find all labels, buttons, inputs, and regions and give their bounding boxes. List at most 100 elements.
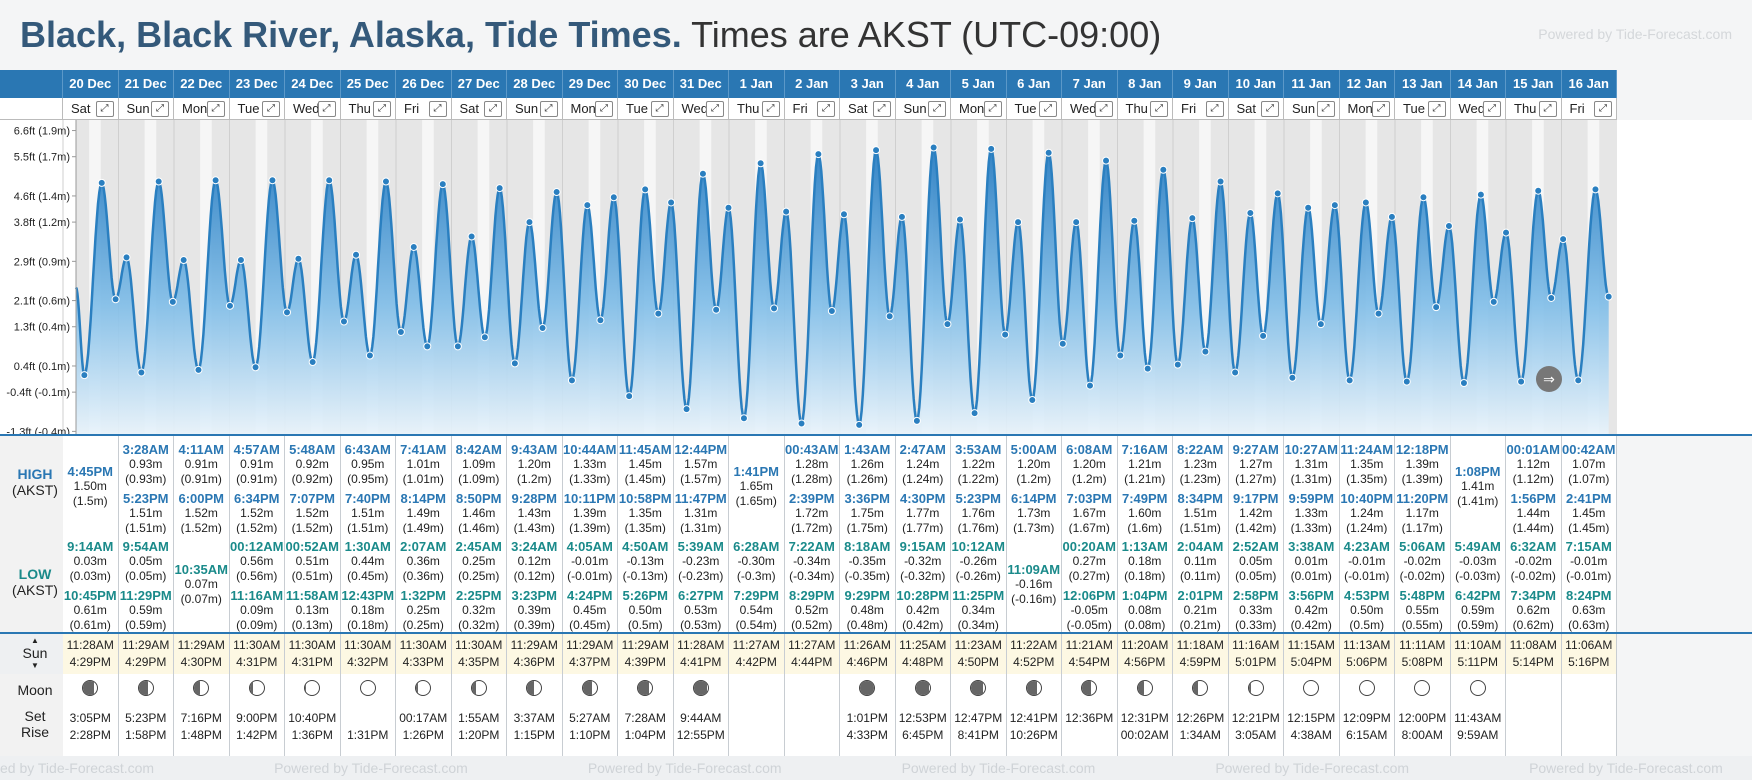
tide-point[interactable] bbox=[1534, 186, 1543, 195]
tide-point[interactable] bbox=[1102, 156, 1111, 165]
tide-point[interactable] bbox=[1476, 190, 1485, 199]
tide-point[interactable] bbox=[1547, 293, 1556, 302]
tide-point[interactable] bbox=[80, 371, 89, 380]
tide-point[interactable] bbox=[1188, 214, 1197, 223]
tide-point[interactable] bbox=[814, 150, 823, 159]
tide-point[interactable] bbox=[111, 295, 120, 304]
tide-point[interactable] bbox=[1072, 218, 1081, 227]
tide-point[interactable] bbox=[381, 177, 390, 186]
tide-point[interactable] bbox=[194, 365, 203, 374]
tide-point[interactable] bbox=[1044, 148, 1053, 157]
expand-icon[interactable]: ⤢ bbox=[373, 101, 391, 117]
expand-icon[interactable]: ⤢ bbox=[1205, 101, 1224, 117]
tide-point[interactable] bbox=[453, 342, 462, 351]
tide-point[interactable] bbox=[339, 317, 348, 326]
tide-point[interactable] bbox=[885, 312, 894, 321]
tide-point[interactable] bbox=[682, 405, 691, 414]
tide-point[interactable] bbox=[1559, 235, 1568, 244]
tide-point[interactable] bbox=[756, 159, 765, 168]
tide-point[interactable] bbox=[211, 176, 220, 185]
tide-point[interactable] bbox=[1304, 203, 1313, 212]
expand-icon[interactable]: ⤢ bbox=[206, 101, 225, 117]
tide-point[interactable] bbox=[739, 414, 748, 423]
scroll-right-handle[interactable]: ⇒ bbox=[1536, 366, 1562, 392]
tide-point[interactable] bbox=[1604, 292, 1613, 301]
expand-icon[interactable]: ⤢ bbox=[484, 101, 502, 117]
tide-point[interactable] bbox=[583, 201, 592, 210]
tide-point[interactable] bbox=[179, 256, 188, 265]
expand-icon[interactable]: ⤢ bbox=[1150, 101, 1168, 117]
tide-point[interactable] bbox=[1459, 378, 1468, 387]
tide-point[interactable] bbox=[912, 416, 921, 425]
tide-point[interactable] bbox=[1231, 368, 1240, 377]
tide-point[interactable] bbox=[1574, 376, 1583, 385]
tide-point[interactable] bbox=[782, 207, 791, 216]
tide-point[interactable] bbox=[154, 177, 163, 186]
tide-point[interactable] bbox=[1014, 218, 1023, 227]
tide-point[interactable] bbox=[1502, 228, 1511, 237]
tide-point[interactable] bbox=[1387, 212, 1396, 221]
tide-point[interactable] bbox=[1159, 165, 1168, 174]
tide-point[interactable] bbox=[1173, 360, 1182, 369]
tide-point[interactable] bbox=[510, 359, 519, 368]
tide-point[interactable] bbox=[538, 324, 547, 333]
tide-point[interactable] bbox=[1432, 303, 1441, 312]
tide-point[interactable] bbox=[438, 180, 447, 189]
tide-point[interactable] bbox=[1058, 339, 1067, 348]
expand-icon[interactable]: ⤢ bbox=[650, 101, 669, 117]
tide-point[interactable] bbox=[1419, 193, 1428, 202]
tide-point[interactable] bbox=[712, 305, 721, 314]
expand-icon[interactable]: ⤢ bbox=[1538, 101, 1557, 117]
tide-point[interactable] bbox=[1028, 395, 1037, 404]
expand-icon[interactable]: ⤢ bbox=[1483, 101, 1501, 117]
tide-point[interactable] bbox=[970, 409, 979, 418]
expand-icon[interactable]: ⤢ bbox=[872, 101, 891, 117]
tide-point[interactable] bbox=[480, 333, 489, 342]
expand-icon[interactable]: ⤢ bbox=[1427, 101, 1446, 117]
tide-point[interactable] bbox=[1361, 198, 1370, 207]
tide-point[interactable] bbox=[897, 212, 906, 221]
tide-point[interactable] bbox=[872, 146, 881, 155]
tide-point[interactable] bbox=[797, 419, 806, 428]
expand-icon[interactable]: ⤢ bbox=[1316, 101, 1335, 117]
tide-point[interactable] bbox=[1402, 377, 1411, 386]
tide-point[interactable] bbox=[929, 143, 938, 152]
tide-point[interactable] bbox=[1130, 216, 1139, 225]
tide-point[interactable] bbox=[409, 242, 418, 251]
tide-point[interactable] bbox=[225, 301, 234, 310]
tide-point[interactable] bbox=[236, 256, 245, 265]
expand-icon[interactable]: ⤢ bbox=[95, 101, 114, 117]
tide-point[interactable] bbox=[1143, 364, 1152, 373]
tide-point[interactable] bbox=[365, 351, 374, 360]
expand-icon[interactable]: ⤢ bbox=[1594, 101, 1612, 117]
expand-icon[interactable]: ⤢ bbox=[706, 101, 724, 117]
tide-point[interactable] bbox=[770, 304, 779, 313]
tide-point[interactable] bbox=[1273, 189, 1282, 198]
tide-point[interactable] bbox=[855, 420, 864, 429]
tide-point[interactable] bbox=[667, 198, 676, 207]
tide-point[interactable] bbox=[1085, 381, 1094, 390]
tide-point[interactable] bbox=[1288, 373, 1297, 382]
expand-icon[interactable]: ⤢ bbox=[428, 101, 447, 117]
tide-point[interactable] bbox=[1489, 297, 1498, 306]
tide-point[interactable] bbox=[294, 254, 303, 263]
tide-point[interactable] bbox=[724, 203, 733, 212]
expand-icon[interactable]: ⤢ bbox=[1261, 101, 1279, 117]
tide-point[interactable] bbox=[467, 232, 476, 241]
tide-point[interactable] bbox=[1591, 185, 1600, 194]
tide-point[interactable] bbox=[352, 250, 361, 259]
tide-point[interactable] bbox=[1201, 347, 1210, 356]
tide-point[interactable] bbox=[987, 144, 996, 153]
expand-icon[interactable]: ⤢ bbox=[539, 101, 558, 117]
tide-point[interactable] bbox=[423, 342, 432, 351]
expand-icon[interactable]: ⤢ bbox=[817, 101, 835, 117]
tide-point[interactable] bbox=[1116, 351, 1125, 360]
tide-point[interactable] bbox=[625, 392, 634, 401]
expand-icon[interactable]: ⤢ bbox=[928, 101, 946, 117]
expand-icon[interactable]: ⤢ bbox=[1094, 101, 1113, 117]
tide-point[interactable] bbox=[1444, 222, 1453, 231]
expand-icon[interactable]: ⤢ bbox=[317, 101, 336, 117]
tide-point[interactable] bbox=[1316, 320, 1325, 329]
tide-point[interactable] bbox=[567, 376, 576, 385]
tide-point[interactable] bbox=[1246, 208, 1255, 217]
